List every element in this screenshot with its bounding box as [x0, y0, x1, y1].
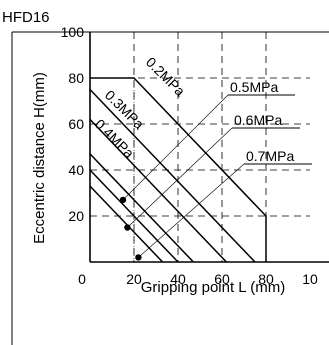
series-line-0.2MPa: [90, 77, 267, 262]
y-axis-label: Eccentric distance H(mm): [31, 72, 48, 244]
series-line-0.4MPa: [89, 118, 227, 263]
x-tick-label: 10: [302, 271, 318, 287]
leader-line: [127, 127, 233, 228]
grid-layer: [90, 32, 310, 262]
series-line-0.7MPa: [89, 185, 164, 263]
x-tick-label: 80: [258, 271, 274, 287]
y-tick-label: 60: [68, 116, 84, 132]
leader-line: [122, 94, 229, 201]
x-tick-label: 0: [78, 271, 86, 287]
series-line-0.5MPa: [89, 153, 194, 263]
y-tick-label: 100: [61, 24, 85, 40]
x-tick-label: 60: [214, 271, 230, 287]
chart-title: HFD16: [2, 9, 50, 26]
y-tick-label: 40: [68, 162, 84, 178]
axes-layer: 0 20 40 60 80 10 20 40 60 80 100: [11, 24, 329, 345]
series-label-0.2MPa: 0.2MPa: [143, 54, 189, 100]
series-label-0.7MPa: 0.7MPa: [246, 148, 294, 164]
y-tick-label: 20: [68, 208, 84, 224]
series-label-0.5MPa: 0.5MPa: [230, 79, 278, 95]
x-axis-label: Gripping point L (mm): [141, 279, 286, 296]
series-line-0.6MPa: [89, 169, 179, 263]
series-label-0.6MPa: 0.6MPa: [234, 112, 282, 128]
x-tick-label: 40: [170, 271, 186, 287]
y-tick-label: 80: [68, 70, 84, 86]
leader-line: [138, 163, 245, 258]
x-tick-label: 20: [126, 271, 142, 287]
series-line-0.3MPa: [89, 88, 256, 263]
series-layer: [89, 77, 267, 263]
